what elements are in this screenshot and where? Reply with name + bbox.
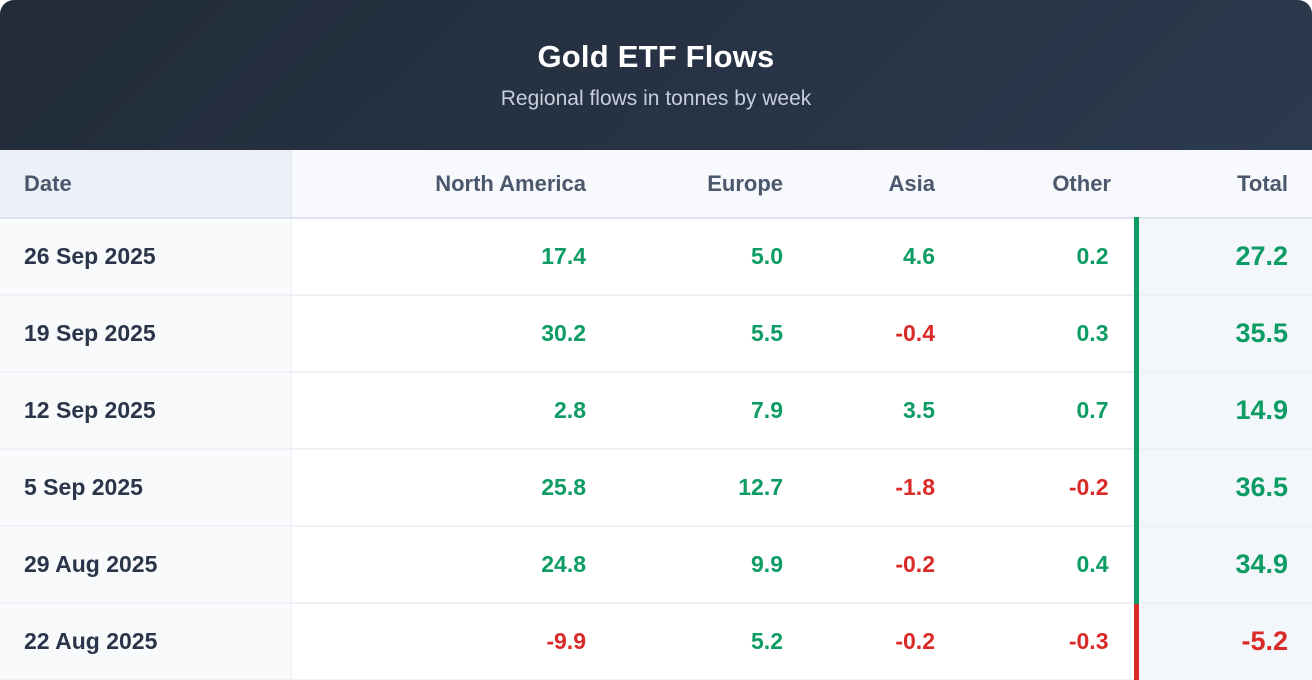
flow-value-cell: -0.4 <box>808 295 960 373</box>
date-cell: 5 Sep 2025 <box>0 449 292 527</box>
column-header-date: Date <box>0 150 292 219</box>
flow-value-cell: 5.5 <box>611 295 808 373</box>
total-cell: 27.2 <box>1133 218 1312 296</box>
flow-value-cell: 2.8 <box>291 372 611 450</box>
flow-value-cell: -0.3 <box>960 603 1136 680</box>
column-header-asia: Asia <box>808 150 960 219</box>
date-cell: 22 Aug 2025 <box>0 603 292 680</box>
total-cell: 34.9 <box>1133 526 1312 604</box>
flow-value-cell: 4.6 <box>808 218 960 296</box>
total-cell: 14.9 <box>1133 372 1312 450</box>
flow-value-cell: 5.2 <box>611 603 808 680</box>
date-cell: 26 Sep 2025 <box>0 218 292 296</box>
flow-value-cell: 7.9 <box>611 372 808 450</box>
widget-subtitle: Regional flows in tonnes by week <box>500 87 812 110</box>
table-row: 12 Sep 2025 2.8 7.9 3.5 0.7 14.9 <box>0 372 1312 450</box>
column-header-europe: Europe <box>611 150 808 219</box>
flow-value-cell: -0.2 <box>808 603 960 680</box>
flow-value-cell: -0.2 <box>808 526 960 604</box>
total-cell: 35.5 <box>1133 295 1312 373</box>
flow-value-cell: 9.9 <box>611 526 808 604</box>
flow-value-cell: -9.9 <box>291 603 611 680</box>
table-body: 26 Sep 2025 17.4 5.0 4.6 0.2 27.2 19 Sep 2025 3… <box>0 218 1312 680</box>
flow-value-cell: 24.8 <box>291 526 611 604</box>
flows-table: Date North America Europe Asia Other Tot… <box>0 150 1312 680</box>
date-cell: 19 Sep 2025 <box>0 295 292 373</box>
flow-value-cell: 0.3 <box>960 295 1136 373</box>
column-header-total: Total <box>1136 150 1312 219</box>
flow-value-cell: -1.8 <box>808 449 960 527</box>
table-row: 19 Sep 2025 30.2 5.5 -0.4 0.3 35.5 <box>0 295 1312 373</box>
date-cell: 12 Sep 2025 <box>0 372 292 450</box>
total-cell: -5.2 <box>1133 603 1312 680</box>
flow-value-cell: 17.4 <box>291 218 611 296</box>
table-row: 22 Aug 2025 -9.9 5.2 -0.2 -0.3 -5.2 <box>0 603 1312 680</box>
flow-value-cell: -0.2 <box>960 449 1136 527</box>
column-header-north-america: North America <box>291 150 611 219</box>
table-row: 26 Sep 2025 17.4 5.0 4.6 0.2 27.2 <box>0 218 1312 296</box>
widget-title: Gold ETF Flows <box>537 39 775 74</box>
flow-value-cell: 12.7 <box>611 449 808 527</box>
date-cell: 29 Aug 2025 <box>0 526 292 604</box>
flow-value-cell: 0.4 <box>960 526 1136 604</box>
flow-value-cell: 0.7 <box>960 372 1136 450</box>
column-header-other: Other <box>960 150 1136 219</box>
flow-value-cell: 0.2 <box>960 218 1136 296</box>
table-row: 5 Sep 2025 25.8 12.7 -1.8 -0.2 36.5 <box>0 449 1312 527</box>
flow-value-cell: 30.2 <box>291 295 611 373</box>
total-cell: 36.5 <box>1133 449 1312 527</box>
table-header-row: Date North America Europe Asia Other Tot… <box>0 150 1312 219</box>
flow-value-cell: 3.5 <box>808 372 960 450</box>
widget-header: Gold ETF Flows Regional flows in tonnes … <box>0 0 1312 150</box>
table-row: 29 Aug 2025 24.8 9.9 -0.2 0.4 34.9 <box>0 526 1312 604</box>
flow-value-cell: 25.8 <box>291 449 611 527</box>
flow-value-cell: 5.0 <box>611 218 808 296</box>
